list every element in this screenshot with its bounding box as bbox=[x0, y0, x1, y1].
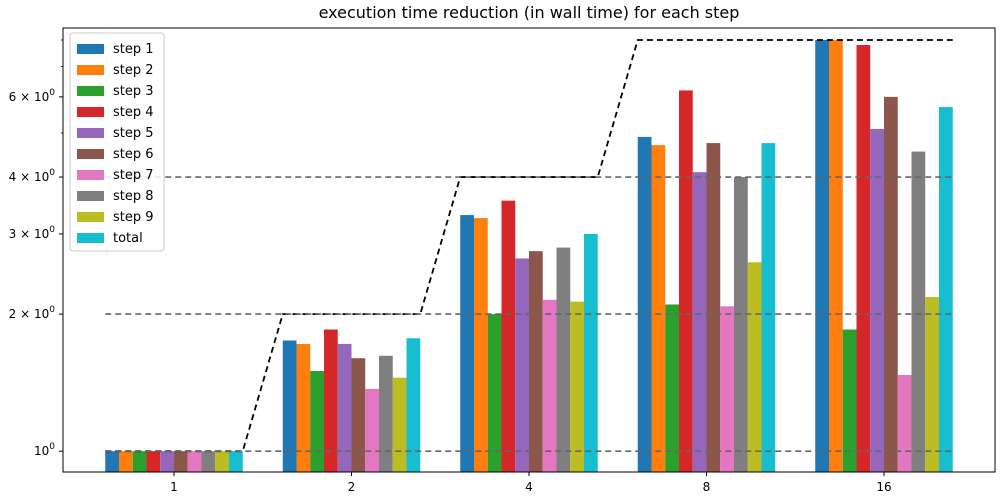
bar-step-3-8 bbox=[665, 304, 679, 472]
legend-swatch bbox=[77, 65, 104, 75]
bar-step-5-16 bbox=[870, 129, 884, 472]
legend-label: step 6 bbox=[113, 147, 154, 162]
bar-step-9-4 bbox=[570, 301, 584, 472]
legend-label: step 8 bbox=[113, 189, 154, 204]
bar-step-9-1 bbox=[215, 451, 229, 472]
bar-step-5-2 bbox=[337, 343, 352, 472]
bar-step-3-16 bbox=[842, 329, 857, 472]
bar-step-1-16 bbox=[815, 39, 829, 473]
x-axis: 1 2 4 8 16 bbox=[170, 472, 892, 494]
x-tick-label: 2 bbox=[348, 480, 356, 494]
legend-swatch bbox=[77, 233, 104, 243]
bar-step-6-8 bbox=[706, 143, 721, 472]
y-axis: 100 2 × 100 3 × 100 4 × 100 6 × 100 bbox=[9, 39, 63, 458]
legend-swatch bbox=[77, 86, 104, 96]
bar-step-6-1 bbox=[174, 451, 188, 472]
bar-step-4-4 bbox=[501, 200, 516, 472]
y-tick-label: 2 × 100 bbox=[9, 305, 56, 321]
bar-step-5-4 bbox=[515, 258, 529, 472]
bar-step-4-1 bbox=[146, 451, 161, 472]
x-tick-label: 8 bbox=[703, 480, 711, 494]
legend-label: step 1 bbox=[113, 42, 154, 57]
bar-step-8-8 bbox=[734, 177, 748, 473]
bar-step-5-1 bbox=[160, 451, 174, 472]
bar-step-2-16 bbox=[829, 39, 843, 473]
reference-lines-layer bbox=[105, 39, 953, 453]
bar-step-3-1 bbox=[132, 451, 147, 472]
bar-step-6-2 bbox=[351, 358, 366, 472]
bar-step-2-8 bbox=[651, 145, 666, 472]
x-tick-label: 16 bbox=[876, 480, 891, 494]
bar-step-7-4 bbox=[542, 299, 557, 472]
y-tick-label: 3 × 100 bbox=[9, 225, 56, 241]
bar-step-2-4 bbox=[474, 218, 488, 472]
bar-step-8-1 bbox=[201, 451, 216, 472]
legend-swatch bbox=[77, 170, 104, 180]
x-tick-label: 4 bbox=[525, 480, 533, 494]
bar-step-9-16 bbox=[925, 297, 939, 472]
bar-step-7-1 bbox=[187, 451, 202, 472]
legend-swatch bbox=[77, 212, 104, 222]
legend-swatch bbox=[77, 128, 104, 138]
bar-step-2-2 bbox=[296, 343, 311, 472]
bar-step-1-2 bbox=[282, 340, 297, 472]
bar-total-4 bbox=[584, 233, 598, 472]
legend-swatch bbox=[77, 44, 104, 54]
bar-step-6-4 bbox=[529, 251, 543, 472]
bar-total-8 bbox=[761, 143, 776, 472]
bar-step-7-2 bbox=[365, 388, 379, 472]
bar-step-2-1 bbox=[119, 451, 133, 472]
legend-label: total bbox=[113, 231, 143, 246]
legend: step 1 step 2 step 3 step 4 step 5 step 6 step… bbox=[69, 32, 165, 252]
bar-step-8-2 bbox=[379, 355, 393, 472]
legend-label: step 2 bbox=[113, 63, 154, 78]
legend-swatch bbox=[77, 149, 104, 159]
bar-step-9-8 bbox=[747, 262, 762, 472]
bar-step-5-8 bbox=[692, 172, 707, 472]
bar-step-4-2 bbox=[324, 329, 338, 472]
y-tick-label: 100 bbox=[34, 442, 55, 458]
bar-step-3-4 bbox=[487, 314, 502, 472]
bar-step-4-16 bbox=[856, 44, 871, 473]
bar-step-6-16 bbox=[884, 96, 898, 473]
bar-total-2 bbox=[406, 338, 421, 472]
bar-step-8-16 bbox=[911, 151, 926, 472]
bars-layer bbox=[105, 39, 953, 473]
bar-step-1-8 bbox=[637, 136, 652, 473]
legend-swatch bbox=[77, 191, 104, 201]
y-tick-label: 6 × 100 bbox=[9, 88, 56, 104]
legend-label: step 3 bbox=[113, 84, 154, 99]
legend-label: step 5 bbox=[113, 126, 154, 141]
x-tick-label: 1 bbox=[170, 480, 178, 494]
bar-step-1-1 bbox=[105, 451, 119, 472]
bar-step-3-2 bbox=[310, 370, 324, 472]
bar-step-1-4 bbox=[460, 215, 474, 472]
bar-step-8-4 bbox=[556, 247, 571, 472]
bar-step-4-8 bbox=[679, 90, 693, 472]
legend-label: step 7 bbox=[113, 168, 154, 183]
bar-step-7-8 bbox=[720, 306, 734, 472]
y-tick-label: 4 × 100 bbox=[9, 168, 56, 184]
chart-title: execution time reduction (in wall time) … bbox=[319, 3, 740, 22]
bar-step-7-16 bbox=[897, 374, 912, 472]
legend-label: step 4 bbox=[113, 105, 154, 120]
legend-swatch bbox=[77, 107, 104, 117]
bar-step-9-2 bbox=[392, 377, 407, 472]
bar-total-1 bbox=[229, 451, 243, 472]
bar-total-16 bbox=[939, 107, 953, 473]
legend-label: step 9 bbox=[113, 210, 154, 225]
